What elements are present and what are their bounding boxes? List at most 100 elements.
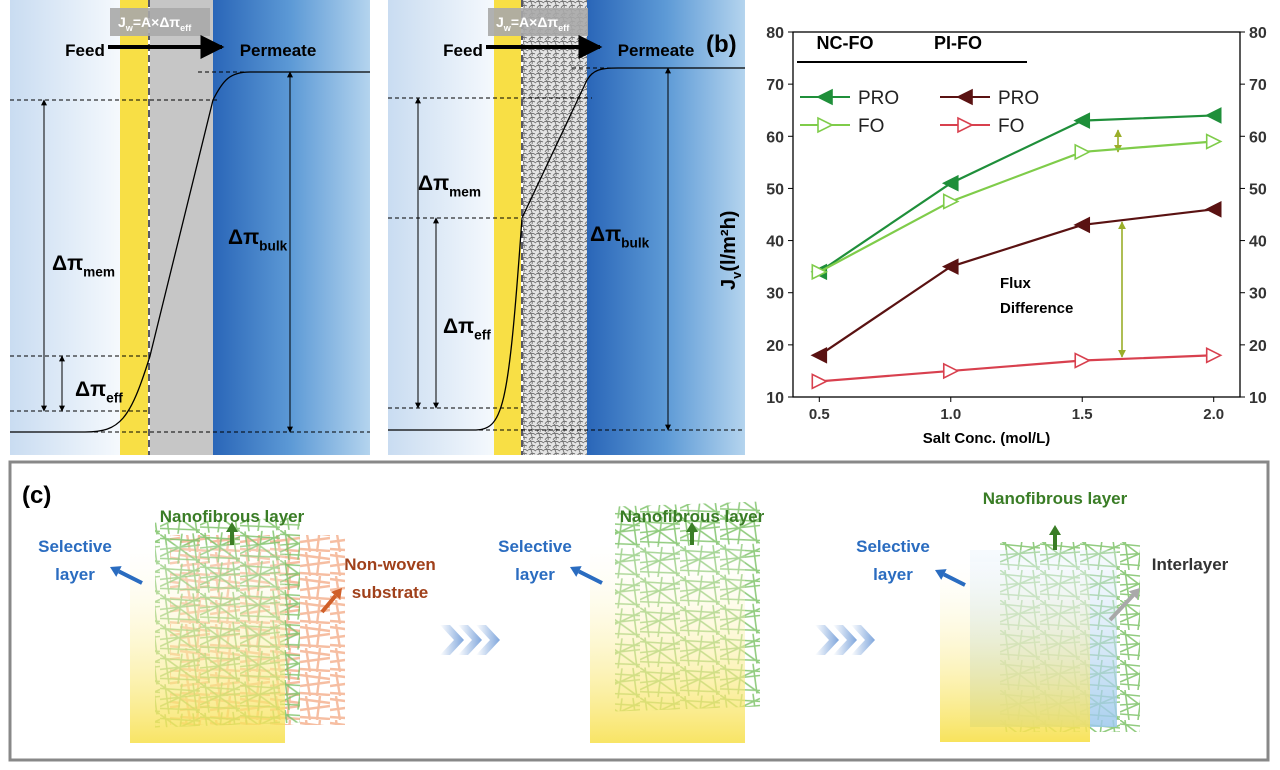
equation-box <box>110 8 210 36</box>
substrate-label: Non-woven <box>344 555 436 574</box>
legend-label: FO <box>998 116 1024 137</box>
delta-bulk-label: Δπbulk <box>590 223 650 250</box>
layer-arrowhead <box>570 566 582 577</box>
selective-label: Selective <box>498 537 572 556</box>
text-part: Δπ <box>443 315 474 338</box>
data-point <box>1204 200 1222 218</box>
selective-layer <box>120 0 148 455</box>
y2-tick-label: 20 <box>1249 338 1267 355</box>
nanofibrous-label: Nanofibrous layer <box>620 507 765 526</box>
x-tick-label: 1.5 <box>1072 406 1093 423</box>
text-part: (l/m²h) <box>718 211 740 272</box>
x-tick-label: 2.0 <box>1203 406 1224 423</box>
data-point <box>1074 143 1092 161</box>
selective-layer <box>130 545 285 743</box>
nanofibrous-label: Nanofibrous layer <box>160 507 305 526</box>
legend-marker <box>956 88 973 106</box>
text-part: Δπ <box>228 226 259 249</box>
feed-region <box>388 0 494 455</box>
selective-label: layer <box>55 565 95 584</box>
legend-group-title: NC-FO <box>817 33 874 53</box>
layer-arrowhead <box>935 569 947 580</box>
text-part: Δπ <box>418 172 449 195</box>
layer-arrowhead <box>330 588 342 600</box>
y-tick-label: 30 <box>766 286 784 303</box>
panel-label: (c) <box>22 482 51 509</box>
legend-marker <box>817 116 834 134</box>
y-tick-label: 40 <box>766 234 784 251</box>
subscript: w <box>503 23 512 33</box>
y2-tick-label: 40 <box>1249 234 1267 251</box>
layer-arrowhead <box>686 522 698 532</box>
subscript: eff <box>558 23 570 33</box>
delta-eff-label: Δπeff <box>443 315 491 342</box>
subscript: w <box>125 23 134 33</box>
data-point <box>942 193 960 210</box>
text-part: Δπ <box>52 252 83 275</box>
feed-label: Feed <box>443 41 483 60</box>
subscript: v <box>729 271 744 279</box>
permeate-label: Permeate <box>618 41 695 60</box>
selective-layer <box>940 562 1090 742</box>
substrate-label: substrate <box>352 583 429 602</box>
series-line <box>819 354 1214 383</box>
selective-label: Selective <box>856 537 930 556</box>
data-point <box>1205 346 1223 364</box>
data-point <box>941 258 959 275</box>
subscript: eff <box>180 23 192 33</box>
y2-tick-label: 10 <box>1249 390 1267 407</box>
data-point <box>1073 216 1091 234</box>
y-tick-label: 50 <box>766 181 784 198</box>
selective-label: Selective <box>38 537 112 556</box>
layer-arrow <box>118 569 143 585</box>
text-part: J <box>496 14 504 30</box>
selective-layer <box>494 0 521 455</box>
x-tick-label: 1.0 <box>940 406 961 423</box>
legend-label: FO <box>858 116 884 137</box>
chevron <box>476 625 500 655</box>
equation: Jw=A×Δπeff <box>118 14 192 33</box>
y-tick-label: 60 <box>766 129 784 146</box>
text-part: J <box>718 279 740 290</box>
subscript: bulk <box>259 238 287 253</box>
delta-mem-label: Δπmem <box>418 172 481 199</box>
layer-arrow <box>943 572 966 587</box>
chevron <box>458 625 482 655</box>
permeate-label: Permeate <box>240 41 317 60</box>
layer-arrow <box>1108 593 1135 622</box>
layer-arrowhead <box>226 522 238 532</box>
text-part: Δπ <box>75 378 106 401</box>
nanofibrous-label: Nanofibrous layer <box>983 489 1128 508</box>
data-point <box>1204 107 1222 124</box>
support-layer <box>523 0 587 455</box>
y-tick-label: 70 <box>766 77 784 94</box>
layer-arrow <box>578 569 603 585</box>
data-point <box>810 346 828 364</box>
data-point <box>1074 352 1092 369</box>
subscript: bulk <box>621 235 649 250</box>
y2-tick-label: 70 <box>1249 77 1267 94</box>
y2-tick-label: 80 <box>1249 25 1267 42</box>
plot-frame <box>792 31 1241 398</box>
series-line <box>818 208 1214 357</box>
concentration-profile <box>10 71 370 433</box>
selective-layer <box>590 545 745 743</box>
y2-tick-label: 30 <box>1249 286 1267 303</box>
x-tick-label: 0.5 <box>809 406 830 423</box>
layer-arrowhead <box>1049 525 1061 535</box>
interlayer-label: Interlayer <box>1152 555 1229 574</box>
x-axis-label: Salt Conc. (mol/L) <box>923 430 1051 447</box>
subscript: mem <box>449 184 481 199</box>
series-line <box>818 114 1214 273</box>
feed-label: Feed <box>65 41 105 60</box>
text-part: J <box>118 14 126 30</box>
data-point <box>811 373 829 390</box>
legend-label: PRO <box>998 88 1039 109</box>
subscript: eff <box>106 390 123 405</box>
data-point <box>942 362 960 380</box>
y-tick-label: 10 <box>766 390 784 407</box>
annotation: Flux <box>1000 275 1031 292</box>
chevron <box>833 625 857 655</box>
delta-mem-label: Δπmem <box>52 252 115 279</box>
delta-bulk-label: Δπbulk <box>228 226 288 253</box>
